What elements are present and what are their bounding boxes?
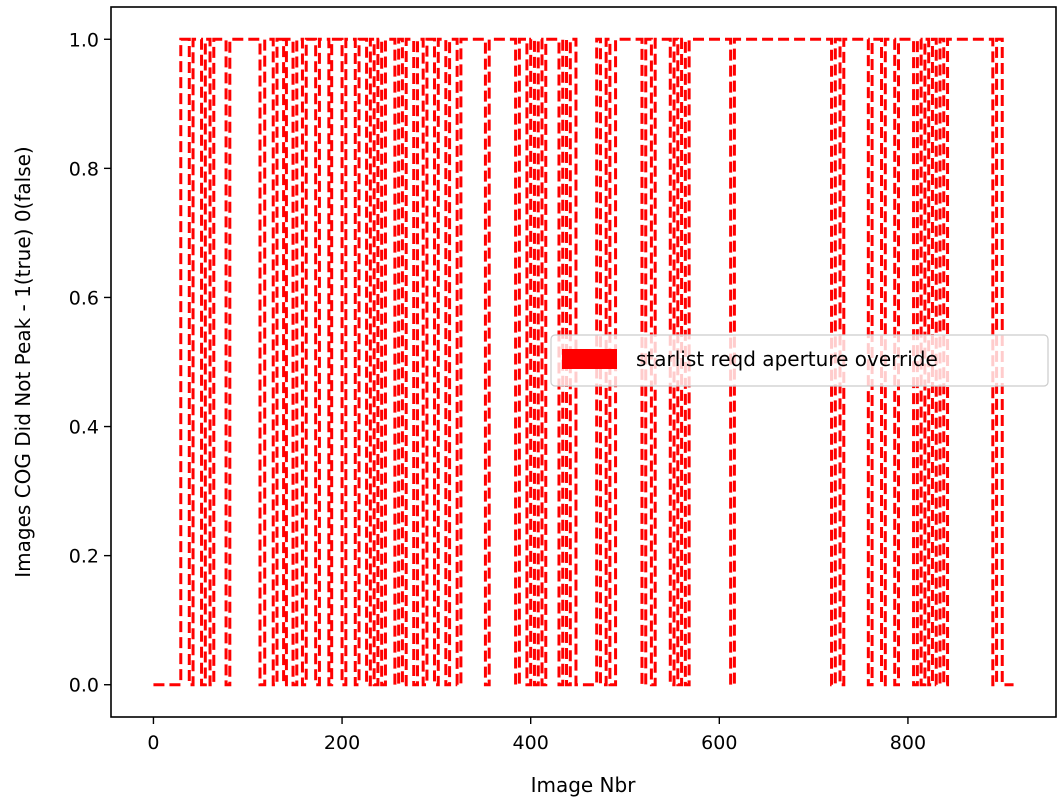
y-tick-label: 0.2 bbox=[69, 546, 99, 568]
y-tick-label: 0.0 bbox=[69, 675, 99, 697]
x-tick-label: 0 bbox=[147, 732, 159, 754]
x-tick-label: 600 bbox=[701, 732, 737, 754]
y-tick-label: 0.6 bbox=[69, 287, 99, 309]
legend-swatch bbox=[562, 349, 617, 369]
x-tick-label: 400 bbox=[513, 732, 549, 754]
x-tick-label: 800 bbox=[890, 732, 926, 754]
y-tick-label: 1.0 bbox=[69, 29, 99, 51]
series-line-0 bbox=[153, 37, 1014, 687]
series-layer bbox=[153, 37, 1014, 687]
legend: starlist reqd aperture override bbox=[550, 334, 1049, 387]
x-tick-label: 200 bbox=[324, 732, 360, 754]
legend-label: starlist reqd aperture override bbox=[636, 347, 938, 371]
y-tick-label: 0.8 bbox=[69, 158, 99, 180]
plot-area-frame bbox=[110, 6, 1057, 718]
x-axis-label: Image Nbr bbox=[531, 773, 637, 797]
legend-box bbox=[550, 334, 1049, 387]
x-axis: 0 200 400 600 800 bbox=[147, 717, 926, 754]
y-tick-label: 0.4 bbox=[69, 417, 99, 439]
y-axis: 0.0 0.2 0.4 0.6 0.8 1.0 bbox=[69, 29, 111, 697]
y-axis-label: Images COG Did Not Peak - 1(true) 0(fals… bbox=[11, 146, 35, 577]
